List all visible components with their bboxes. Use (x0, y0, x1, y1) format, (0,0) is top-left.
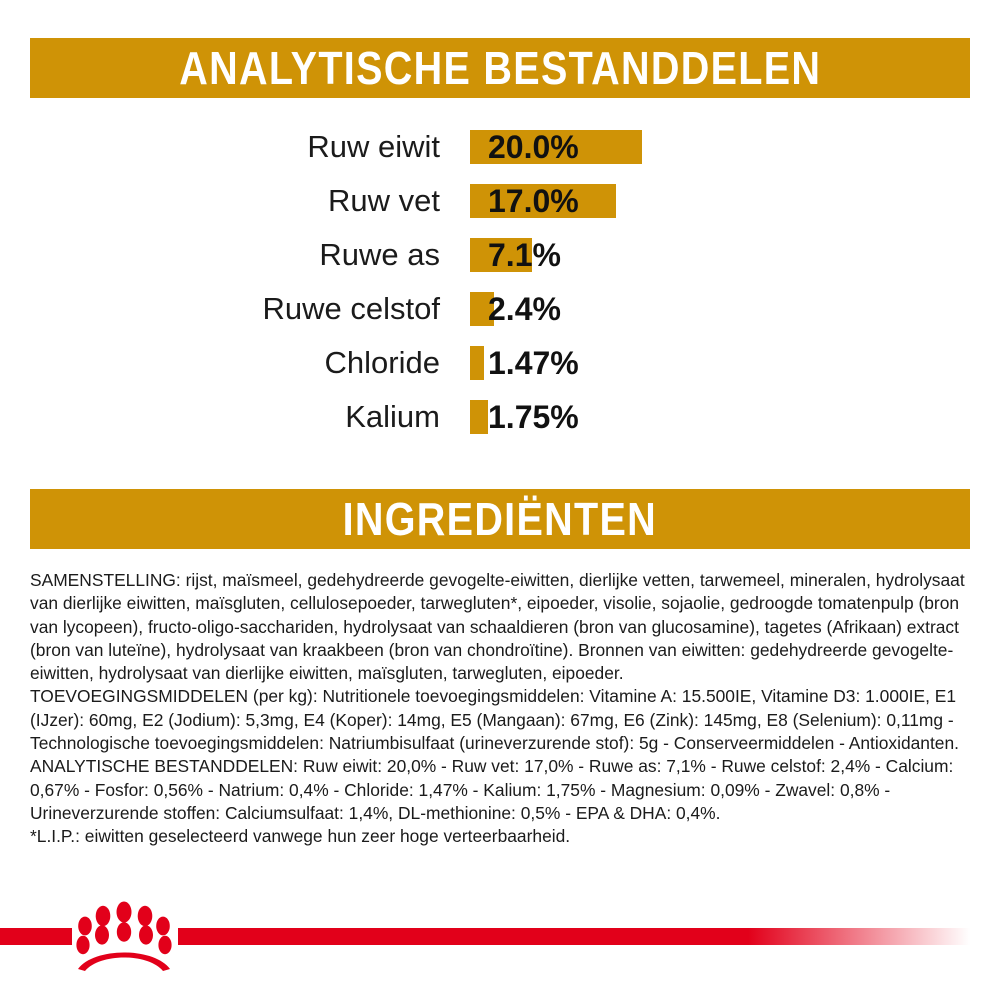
bar-label: Kalium (345, 399, 440, 434)
bar-value: 17.0% (488, 182, 579, 219)
bar-value: 20.0% (488, 128, 579, 165)
bar-value: 7.1% (488, 236, 561, 273)
ingredients-title: INGREDIËNTEN (342, 493, 658, 545)
bar-row: Ruwe celstof 2.4% (0, 282, 1000, 336)
bar-fill (470, 238, 532, 272)
ingredients-paragraph: SAMENSTELLING: rijst, maïsmeel, gedehydr… (30, 570, 965, 684)
analytical-components-bar-chart: Ruw eiwit 20.0% Ruw vet 17.0% Ruwe as 7.1% Ruw… (0, 120, 1000, 444)
bar-row: Ruwe as 7.1% (0, 228, 1000, 282)
bar-row: Kalium 1.75% (0, 390, 1000, 444)
bar-fill (470, 292, 494, 326)
ingredients-text-block: SAMENSTELLING: rijst, maïsmeel, gedehydr… (30, 569, 972, 849)
bar-label: Ruwe celstof (262, 291, 440, 326)
bar-label: Ruw eiwit (307, 129, 440, 164)
analytical-components-header-band: ANALYTISCHE BESTANDDELEN (30, 38, 970, 98)
bar-label: Ruw vet (328, 183, 440, 218)
analytical-components-title: ANALYTISCHE BESTANDDELEN (178, 42, 821, 94)
ingredients-paragraph: ANALYTISCHE BESTANDDELEN: Ruw eiwit: 20,… (30, 756, 954, 823)
bar-label: Chloride (324, 345, 440, 380)
brand-stripe-left (0, 928, 72, 945)
bar-value: 1.47% (488, 344, 579, 381)
bar-value: 1.75% (488, 398, 579, 435)
bar-fill (470, 184, 616, 218)
brand-stripe-right (178, 928, 970, 945)
ingredients-header-band: INGREDIËNTEN (30, 489, 970, 549)
bar-label: Ruwe as (319, 237, 440, 272)
bar-row: Ruw eiwit 20.0% (0, 120, 1000, 174)
ingredients-paragraph: TOEVOEGINGSMIDDELEN (per kg): Nutritione… (30, 686, 959, 754)
bar-row: Ruw vet 17.0% (0, 174, 1000, 228)
ingredients-paragraph: *L.I.P.: eiwitten geselecteerd vanwege h… (30, 826, 571, 847)
bar-fill (470, 130, 642, 164)
bar-row: Chloride 1.47% (0, 336, 1000, 390)
brand-footer (0, 900, 1000, 972)
bar-fill (470, 346, 484, 380)
bar-fill (470, 400, 488, 434)
royal-canin-crown-logo (76, 901, 172, 971)
bar-value: 2.4% (488, 290, 561, 327)
